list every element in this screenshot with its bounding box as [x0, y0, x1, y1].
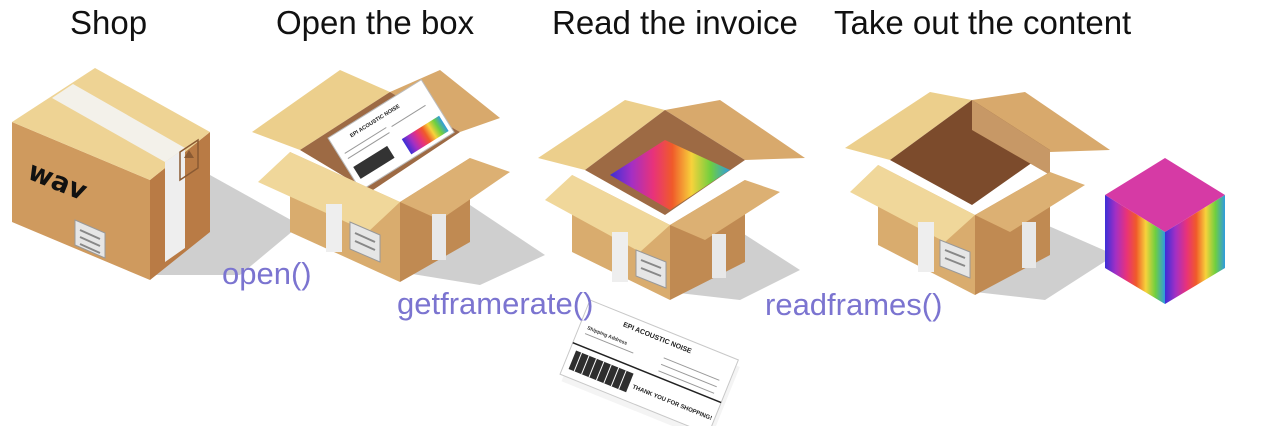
- flap-back-left: [538, 100, 665, 170]
- tape-strip: [918, 222, 934, 272]
- tape-strip: [612, 232, 628, 282]
- invoice-sheet: EPI ACOUSTIC NOISE Shipping Address THAN…: [559, 299, 740, 426]
- shipping-label-icon: [74, 219, 106, 259]
- function-readframes: readframes(): [765, 287, 943, 322]
- packing-tape-side: [165, 148, 185, 262]
- open-box-rainbow-content: [538, 100, 805, 300]
- flap-front-left: [545, 175, 670, 252]
- flap-back-right: [972, 92, 1110, 152]
- flap-back-right: [665, 100, 805, 160]
- tape-strip: [326, 204, 342, 252]
- box-interior-wall: [972, 100, 1050, 175]
- step-title-read: Read the invoice: [552, 4, 798, 41]
- tape-strip-side: [1022, 222, 1036, 268]
- box-shadow: [400, 205, 545, 285]
- invoice-in-box: EPI ACOUSTIC NOISE: [327, 79, 455, 192]
- flap-front-right: [400, 158, 510, 220]
- barcode: [568, 350, 634, 393]
- tape-strip-side: [432, 214, 446, 260]
- rainbow-content: [610, 140, 730, 210]
- function-open: open(): [222, 256, 312, 291]
- box-front-face: [12, 122, 150, 280]
- flap-front-right: [670, 180, 780, 240]
- tape-strip-side: [712, 234, 726, 278]
- flap-front-left: [258, 152, 400, 232]
- box-shadow: [975, 220, 1115, 300]
- closed-box: wav: [12, 68, 300, 280]
- flap-back-left: [252, 70, 390, 150]
- shipping-label-icon: [635, 249, 667, 289]
- function-getframerate: getframerate(): [397, 286, 594, 321]
- flap-front-left: [850, 165, 975, 242]
- step-title-open: Open the box: [276, 4, 475, 41]
- rainbow-content-cube: [1105, 158, 1225, 304]
- step-title-take-out: Take out the content: [834, 4, 1132, 41]
- shipping-label-icon: [939, 239, 971, 279]
- open-box-with-invoice: EPI ACOUSTIC NOISE: [252, 70, 545, 285]
- cube-left: [1105, 195, 1165, 304]
- flap-back-left: [845, 92, 972, 160]
- step-title-shop: Shop: [70, 4, 148, 41]
- flap-front-right: [975, 172, 1085, 232]
- shipping-label-icon: [349, 221, 381, 263]
- open-box-empty: [845, 92, 1115, 300]
- this-side-up-icon: [179, 138, 199, 182]
- packing-tape-top: [52, 84, 185, 162]
- cube-right: [1165, 195, 1225, 304]
